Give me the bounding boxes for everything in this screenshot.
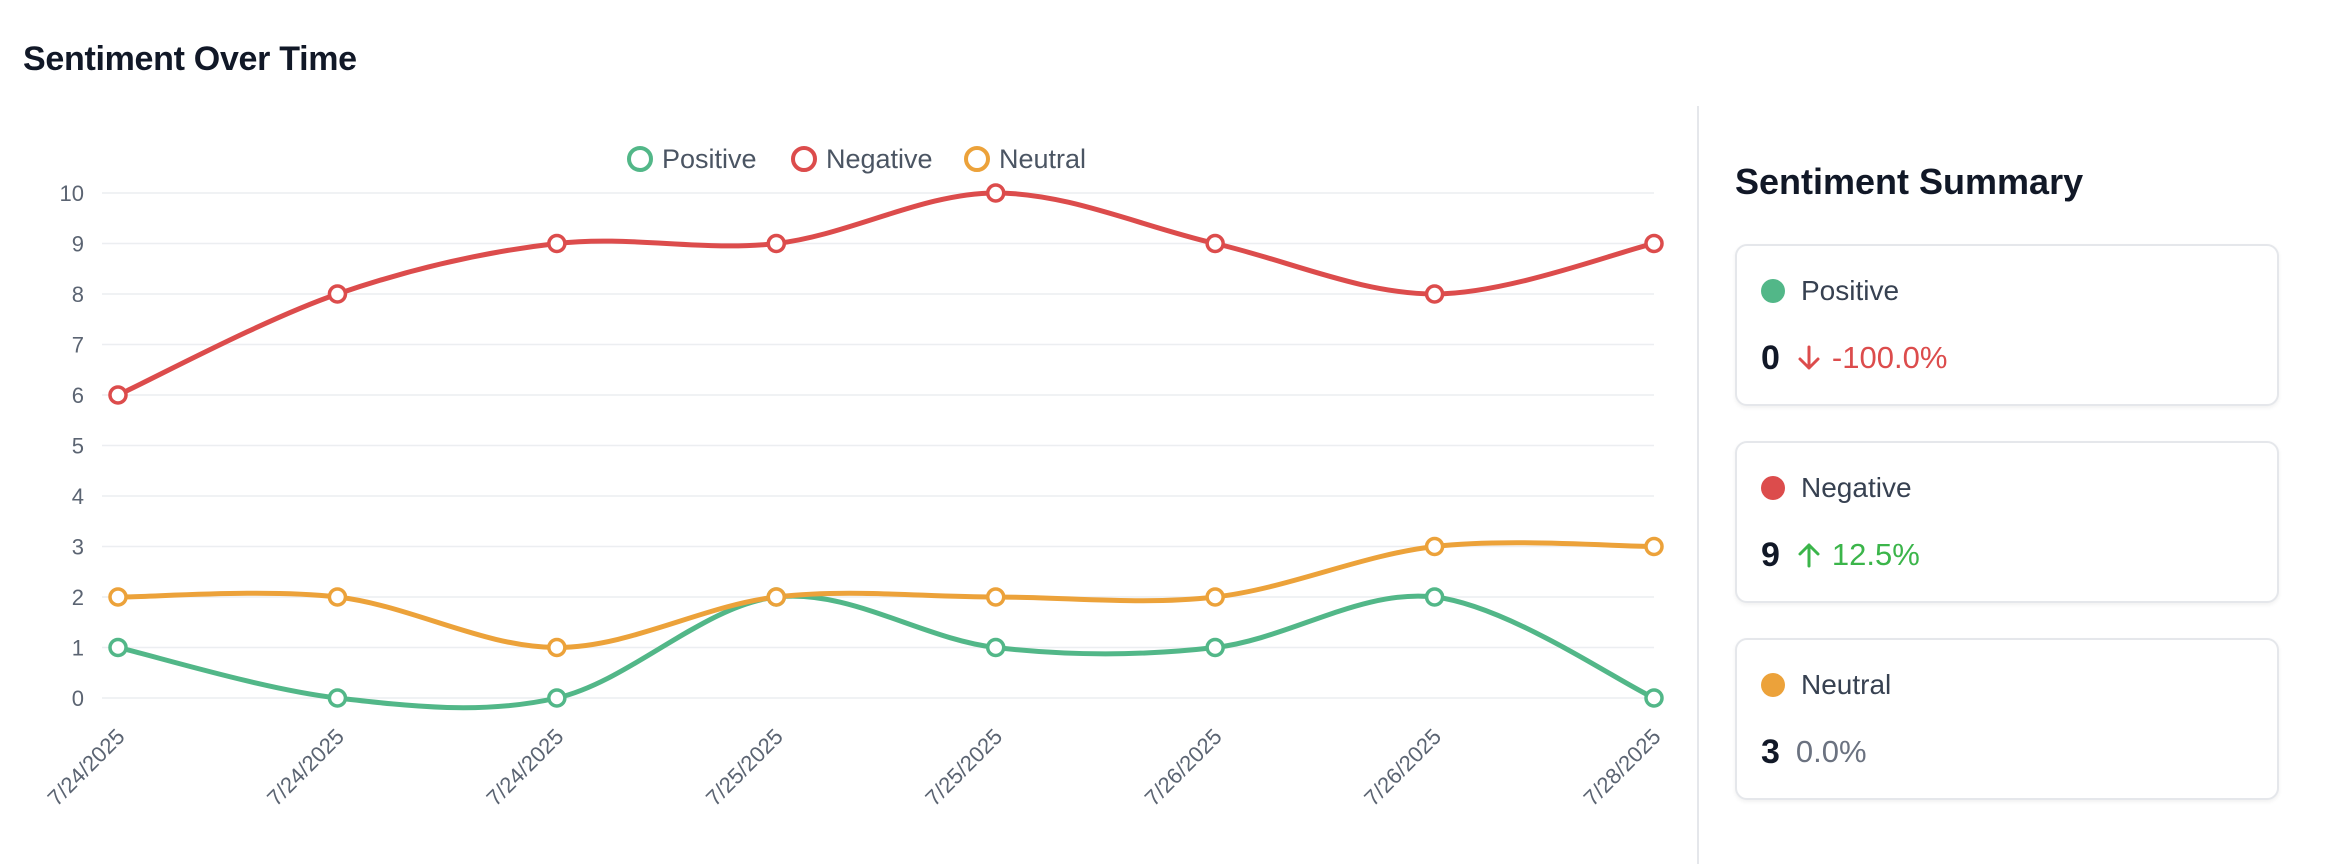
summary-card-positive: Positive 0 -100.0%: [1735, 244, 2279, 406]
x-tick-label: 7/26/2025: [1359, 724, 1446, 811]
negative-dot-icon: [1761, 476, 1785, 500]
card-label: Positive: [1801, 275, 1900, 306]
data-point-negative: [1205, 233, 1225, 254]
data-point-negative: [985, 183, 1006, 203]
grid-lines: [102, 192, 1654, 699]
y-tick-label: 7: [72, 333, 84, 358]
panel-divider: [1697, 106, 1699, 864]
series-points: [108, 183, 1664, 708]
legend-item-negative[interactable]: Negative: [791, 144, 933, 174]
data-point-neutral: [1644, 536, 1664, 557]
card-label: Neutral: [1801, 669, 1892, 700]
series-line-positive: [115, 593, 1657, 711]
legend-swatch-icon: [791, 146, 817, 172]
arrow-down-icon: [1798, 345, 1820, 370]
data-point-neutral: [327, 587, 348, 607]
data-point-neutral: [985, 587, 1006, 607]
x-tick-label: 7/24/2025: [262, 724, 349, 811]
x-tick-label: 7/28/2025: [1579, 724, 1666, 811]
data-point-positive: [108, 637, 128, 658]
data-point-negative: [1424, 284, 1445, 304]
arrow-up-icon: [1798, 543, 1820, 568]
page-title: Sentiment Over Time: [23, 40, 357, 78]
y-tick-label: 2: [72, 585, 84, 610]
legend-label: Neutral: [999, 144, 1086, 174]
x-axis: 7/24/2025 7/24/2025 7/24/2025 7/25/2025 7/25…: [43, 724, 1666, 811]
data-point-positive: [547, 688, 567, 708]
card-label: Negative: [1801, 472, 1912, 503]
y-tick-label: 4: [72, 484, 84, 509]
card-change: 12.5%: [1831, 537, 1920, 572]
y-tick-label: 5: [72, 434, 84, 459]
data-point-positive: [1644, 688, 1664, 708]
data-point-negative: [108, 385, 128, 405]
data-point-negative: [547, 233, 567, 254]
x-tick-label: 7/25/2025: [920, 724, 1007, 811]
data-point-neutral: [547, 637, 567, 658]
card-value: 3: [1761, 732, 1780, 771]
legend-label: Positive: [662, 144, 757, 174]
legend-label: Negative: [826, 144, 933, 174]
y-tick-label: 1: [72, 636, 84, 661]
data-point-negative: [766, 233, 787, 254]
data-point-positive: [327, 688, 348, 708]
positive-dot-icon: [1761, 279, 1785, 303]
data-point-negative: [327, 284, 348, 304]
legend-swatch-icon: [964, 146, 990, 172]
data-point-positive: [1424, 587, 1445, 607]
y-tick-label: 9: [72, 232, 84, 257]
summary-card-neutral: Neutral 3 0.0%: [1735, 638, 2279, 800]
x-tick-label: 7/24/2025: [43, 724, 130, 811]
data-point-neutral: [766, 587, 787, 607]
summary-card-negative: Negative 9 12.5%: [1735, 441, 2279, 603]
card-change: 0.0%: [1795, 734, 1867, 769]
legend-swatch-icon: [627, 146, 653, 172]
card-value: 9: [1761, 535, 1780, 574]
data-point-neutral: [1205, 587, 1225, 607]
legend-item-positive[interactable]: Positive: [627, 144, 757, 174]
card-value: 0: [1761, 338, 1780, 377]
data-point-negative: [1644, 233, 1664, 254]
y-tick-label: 0: [72, 686, 84, 711]
summary-title: Sentiment Summary: [1735, 161, 2084, 202]
card-change: -100.0%: [1831, 340, 1948, 375]
legend-item-neutral[interactable]: Neutral: [964, 144, 1086, 174]
y-tick-label: 10: [60, 181, 84, 206]
x-tick-label: 7/24/2025: [482, 724, 569, 811]
x-tick-label: 7/26/2025: [1140, 724, 1227, 811]
data-point-neutral: [1424, 536, 1445, 557]
y-tick-label: 8: [72, 282, 84, 307]
data-point-positive: [985, 637, 1006, 658]
y-axis: 0 1 2 3 4 5 6 7 8 9 10: [60, 181, 84, 711]
sentiment-line-chart: 0 1 2 3 4 5 6 7 8 9 10 7/24/2025 7/24/2025 7/24/2025…: [0, 100, 1690, 864]
series-lines: [115, 190, 1657, 711]
data-point-positive: [1205, 637, 1225, 658]
series-line-neutral: [115, 540, 1657, 650]
series-line-negative: [115, 190, 1657, 398]
y-tick-label: 3: [72, 535, 84, 560]
x-tick-label: 7/25/2025: [701, 724, 788, 811]
y-tick-label: 6: [72, 383, 84, 408]
neutral-dot-icon: [1761, 673, 1785, 697]
data-point-neutral: [108, 587, 128, 607]
sentiment-summary-panel: Sentiment Summary Positive 0 -100.0% Neg…: [1735, 160, 2305, 835]
chart-legend[interactable]: Positive Negative Neutral: [627, 144, 1086, 174]
